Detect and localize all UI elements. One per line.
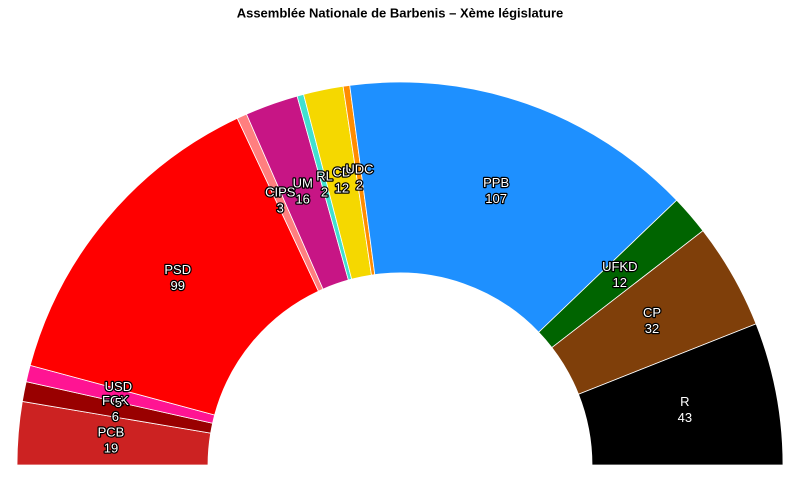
seat-count: 43: [678, 410, 692, 425]
party-label: PCB: [98, 424, 125, 439]
party-label: PPB: [483, 175, 509, 190]
seat-count: 5: [115, 395, 122, 410]
party-label: CIPS: [265, 184, 296, 199]
seat-count: 12: [335, 180, 349, 195]
seat-count: 19: [104, 440, 118, 455]
seat-count: 16: [295, 191, 309, 206]
seat-segment: [29, 117, 319, 416]
seat-segment: [349, 81, 678, 333]
party-label: UFKD: [602, 259, 637, 274]
seat-count: 12: [613, 275, 627, 290]
seat-count: 6: [112, 409, 119, 424]
party-label: CD: [332, 164, 351, 179]
seat-segment: [577, 323, 784, 466]
seat-count: 107: [485, 191, 507, 206]
seat-count: 99: [171, 278, 185, 293]
party-label: USD: [105, 379, 132, 394]
seat-count: 3: [277, 200, 284, 215]
seat-count: 2: [356, 177, 363, 192]
party-label: UDC: [345, 161, 373, 176]
party-label: FGK: [102, 393, 129, 408]
party-label: RL: [316, 168, 333, 183]
party-label: UM: [293, 175, 313, 190]
party-label: CP: [643, 305, 661, 320]
party-label: PSD: [164, 262, 191, 277]
party-label: R: [680, 394, 689, 409]
seat-count: 2: [321, 184, 328, 199]
chart-title: Assemblée Nationale de Barbenis – Xème l…: [237, 5, 564, 20]
seat-count: 32: [645, 321, 659, 336]
